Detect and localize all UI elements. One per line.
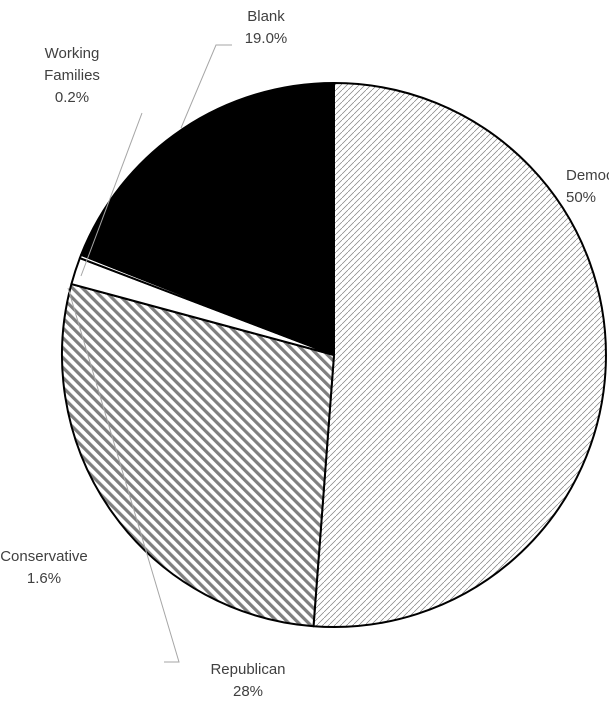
data-label-working-families-value: 0.2% [55,89,89,106]
data-label-democratic-name: Democratic [566,167,609,184]
slice-republican [61,283,335,628]
leader-line-republican [67,287,180,663]
slice-democratic [312,82,607,628]
leader-line-blank [180,44,232,129]
data-label-conservative-name: Conservative [0,548,88,565]
slice-blank [80,82,335,356]
data-label-blank-name: Blank [247,8,285,25]
data-label-conservative-value: 1.6% [27,570,61,587]
data-label-democratic-value: 50% [566,189,596,206]
data-label-blank-value: 19.0% [245,30,288,47]
data-label-republican-name: Republican [210,661,285,678]
leader-line-working-families [80,112,143,277]
data-label-working-families-name: Working [45,45,100,62]
data-label-working-families-name: Families [44,67,100,84]
data-label-republican-value: 28% [233,683,263,700]
